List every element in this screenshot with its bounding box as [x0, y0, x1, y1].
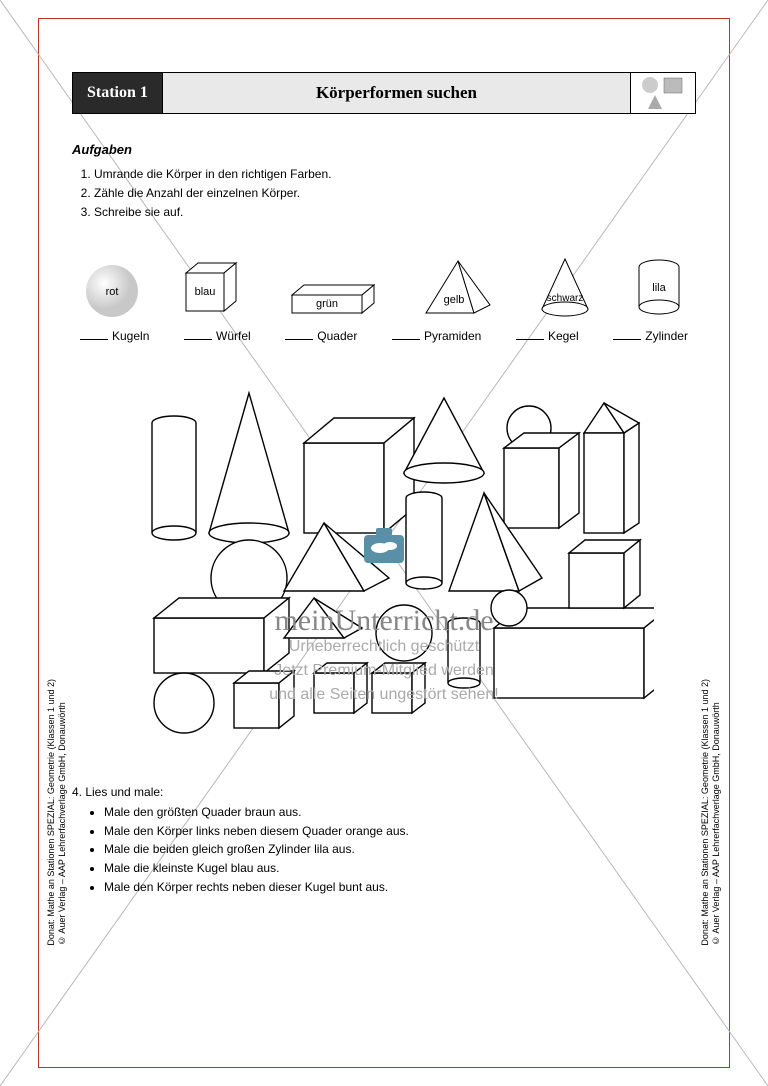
task-list: Umrande die Körper in den richtigen Farb…	[72, 165, 696, 223]
shape-cone: schwarz	[530, 253, 600, 321]
content-area: Station 1 Körperformen suchen Aufgaben U…	[72, 72, 696, 896]
count-labels-row: Kugeln Würfel Quader Pyramiden Kegel Zyl…	[72, 329, 696, 343]
svg-text:gelb: gelb	[444, 294, 465, 306]
station-label: Station 1	[73, 73, 162, 113]
reference-shapes-row: rot blau grün gel	[72, 253, 696, 321]
svg-text:rot: rot	[106, 286, 119, 298]
task4-item: Male den Körper links neben diesem Quade…	[104, 822, 696, 841]
task4-block: 4. Lies und male: Male den größten Quade…	[72, 783, 696, 897]
tasks-heading: Aufgaben	[72, 142, 696, 157]
shape-sphere: rot	[80, 253, 144, 321]
shape-cube: blau	[174, 253, 252, 321]
count-label: Pyramiden	[392, 329, 481, 343]
worksheet-title: Körperformen suchen	[162, 73, 631, 113]
task-item: Zähle die Anzahl der einzelnen Körper.	[94, 184, 696, 203]
header-row: Station 1 Körperformen suchen	[72, 72, 696, 114]
svg-text:grün: grün	[316, 298, 338, 310]
side-credit-right: Donat: Mathe an Stationen SPEZIAL: Geome…	[700, 679, 722, 946]
shape-cuboid: grün	[282, 253, 386, 321]
task4-item: Male die kleinste Kugel blau aus.	[104, 859, 696, 878]
task4-intro: 4. Lies und male:	[72, 783, 696, 802]
task4-list: Male den größten Quader braun aus. Male …	[72, 803, 696, 896]
svg-text:schwarz: schwarz	[547, 293, 584, 304]
main-solids-figure	[114, 373, 654, 743]
task-item: Umrande die Körper in den richtigen Farb…	[94, 165, 696, 184]
count-label: Kugeln	[80, 329, 149, 343]
count-label: Quader	[285, 329, 357, 343]
count-label: Würfel	[184, 329, 251, 343]
task-item: Schreibe sie auf.	[94, 203, 696, 222]
count-label: Zylinder	[613, 329, 688, 343]
shape-cylinder: lila	[630, 253, 688, 321]
header-shapes-icon	[631, 73, 695, 113]
svg-text:blau: blau	[195, 286, 216, 298]
task4-item: Male den Körper rechts neben dieser Kuge…	[104, 878, 696, 897]
svg-text:lila: lila	[652, 282, 666, 294]
shape-pyramid: gelb	[416, 253, 500, 321]
side-credit-left: Donat: Mathe an Stationen SPEZIAL: Geome…	[46, 679, 68, 946]
task4-item: Male den größten Quader braun aus.	[104, 803, 696, 822]
task4-item: Male die beiden gleich großen Zylinder l…	[104, 840, 696, 859]
count-label: Kegel	[516, 329, 579, 343]
